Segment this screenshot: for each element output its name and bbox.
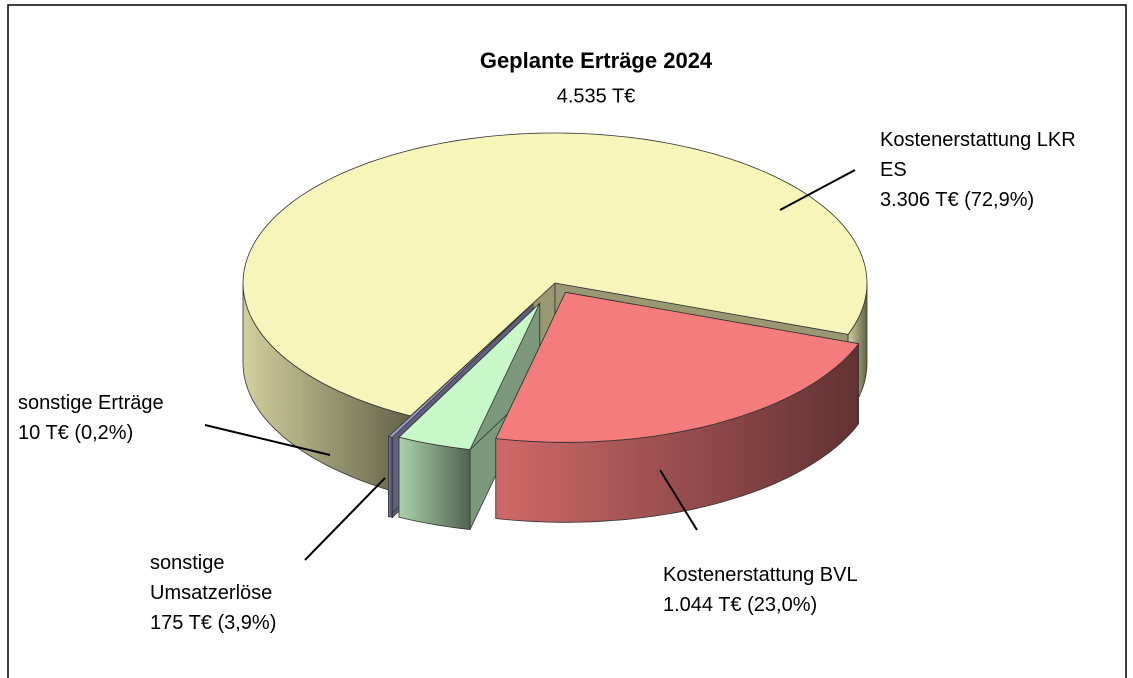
leader-line — [204, 424, 331, 456]
slice-side — [388, 436, 393, 518]
slice — [242, 132, 868, 417]
category-label: Kostenerstattung BVL — [663, 564, 858, 586]
chart-title: Geplante Erträge 2024 — [480, 48, 713, 73]
leader-line — [304, 477, 386, 561]
slice-label: sonstige Umsatzerlöse 175 T€ (3,9%) — [150, 548, 300, 638]
value-label: 3.306 T€ (72,9%) — [880, 189, 1035, 211]
category-label: sonstige Erträge — [18, 392, 164, 414]
value-label: 175 T€ (3,9%) — [150, 612, 277, 634]
slice — [495, 291, 860, 443]
slice-side — [398, 436, 471, 531]
slice-label: sonstige Erträge 10 T€ (0,2%) — [18, 388, 278, 448]
chart-subtitle: 4.535 T€ — [557, 85, 636, 107]
slice-label: Kostenerstattung LKR ES 3.306 T€ (72,9%) — [880, 125, 1080, 215]
slice-label: Kostenerstattung BVL 1.044 T€ (23,0%) — [663, 560, 963, 620]
leader-line — [779, 169, 856, 211]
value-label: 10 T€ (0,2%) — [18, 422, 134, 444]
slice — [398, 303, 541, 451]
leader-line — [659, 469, 698, 531]
category-label: sonstige Umsatzerlöse — [150, 552, 273, 604]
slice — [387, 303, 534, 438]
category-label: Kostenerstattung LKR ES — [880, 129, 1076, 181]
frame — [7, 4, 1127, 678]
value-label: 1.044 T€ (23,0%) — [663, 594, 818, 616]
